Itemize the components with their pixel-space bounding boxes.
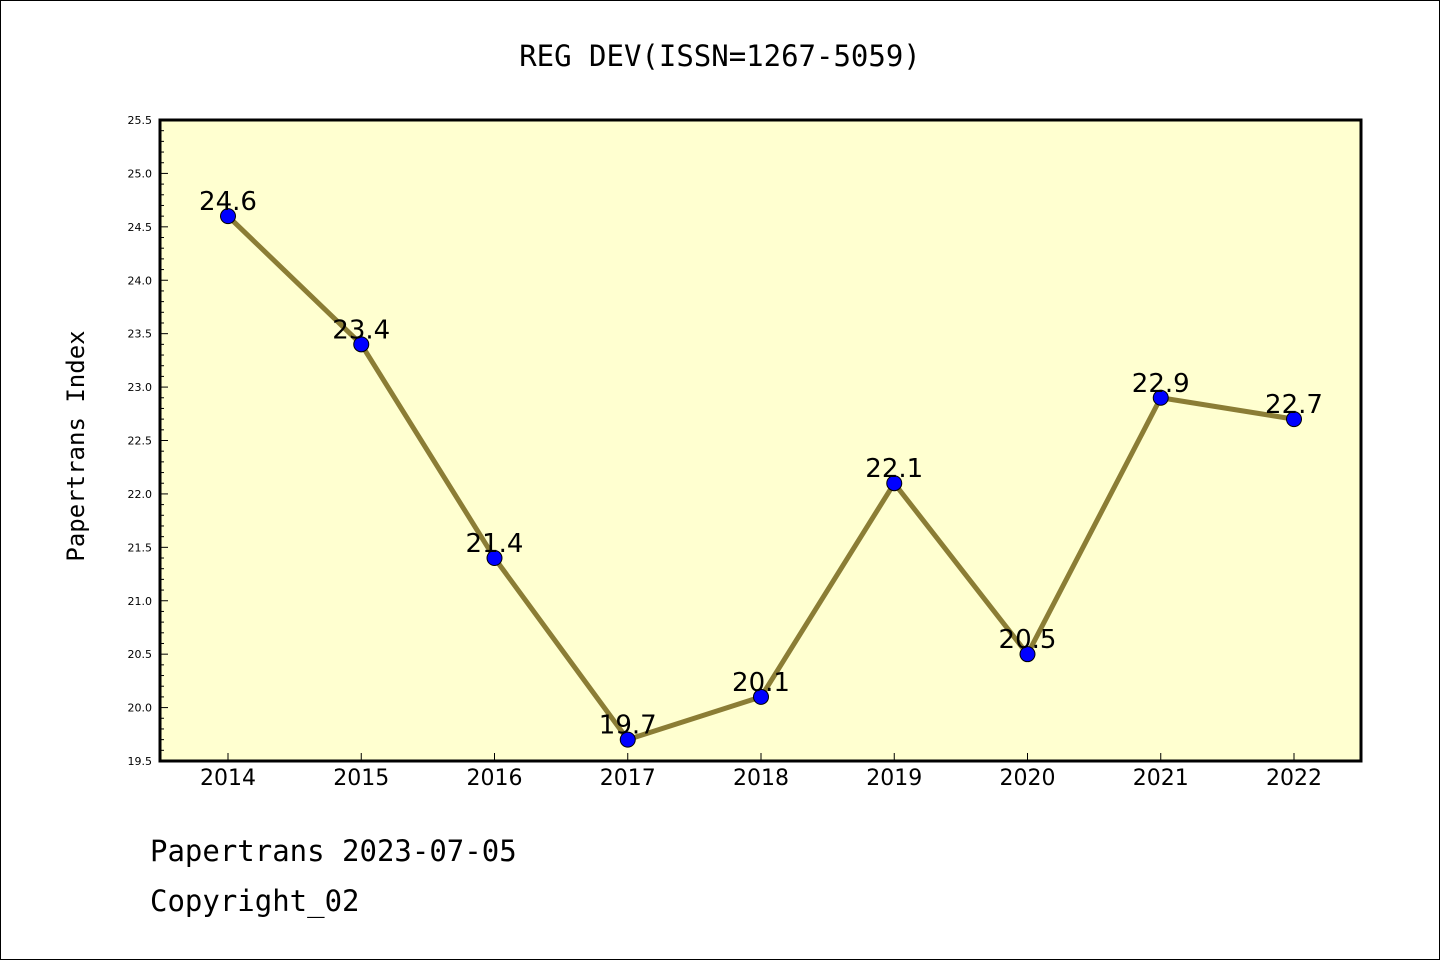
x-tick-label: 2015 <box>333 766 389 791</box>
data-point <box>1286 411 1302 428</box>
y-tick-label: 21.0 <box>128 595 153 608</box>
data-point <box>486 550 503 567</box>
x-tick-label: 2019 <box>866 766 922 791</box>
x-tick-label: 2016 <box>467 766 523 791</box>
y-tick-label: 25.5 <box>128 114 153 127</box>
data-point <box>353 336 370 353</box>
y-axis-label: Papertrans Index <box>62 330 90 561</box>
x-tick-label: 2020 <box>1000 766 1056 791</box>
footer-date: Papertrans 2023-07-05 <box>150 834 517 868</box>
x-tick-label: 2022 <box>1266 766 1322 791</box>
y-tick-label: 21.5 <box>128 541 153 554</box>
data-point <box>1019 646 1036 663</box>
x-tick-label: 2018 <box>733 766 789 791</box>
data-point <box>220 208 236 225</box>
y-tick-label: 22.5 <box>128 435 153 448</box>
series-layer: 24.6 23.4 21.4 19.7 20.1 22.1 20.5 22.9 22.7 <box>199 187 1323 748</box>
data-label: 21.4 <box>466 529 524 559</box>
data-label: 23.4 <box>332 315 390 345</box>
x-axis: 2014 2015 2016 2017 2018 2019 2020 2021 2022 <box>200 753 1322 791</box>
y-tick-label: 20.0 <box>128 702 153 715</box>
data-label: 22.1 <box>865 454 923 484</box>
footer-copyright: Copyright_02 <box>150 884 360 918</box>
y-tick-label: 22.0 <box>128 488 153 501</box>
x-tick-label: 2021 <box>1133 766 1189 791</box>
data-point <box>1152 389 1169 406</box>
data-label: 19.7 <box>599 711 657 741</box>
y-axis: 19.5 20.0 20.5 21.0 21.5 22.0 22.5 23.0 23.5 24.0… <box>128 114 168 768</box>
y-tick-label: 23.5 <box>128 328 153 341</box>
plot-border <box>158 118 1363 763</box>
data-point <box>753 688 769 705</box>
data-point <box>619 731 636 748</box>
data-label: 20.5 <box>999 625 1057 655</box>
y-tick-label: 23.0 <box>128 381 153 394</box>
data-label: 24.6 <box>199 187 257 217</box>
y-tick-label: 19.5 <box>128 755 153 768</box>
data-label: 20.1 <box>732 668 790 698</box>
data-label: 22.9 <box>1132 369 1190 399</box>
x-tick-label: 2014 <box>200 766 256 791</box>
data-point <box>886 475 903 492</box>
y-tick-label: 24.0 <box>128 274 153 287</box>
chart-title: REG DEV(ISSN=1267-5059) <box>519 39 921 73</box>
x-tick-label: 2017 <box>600 766 656 791</box>
plot-area <box>160 120 1361 761</box>
y-tick-label: 20.5 <box>128 648 153 661</box>
y-tick-label: 25.0 <box>128 167 153 180</box>
data-label: 22.7 <box>1265 390 1323 420</box>
y-tick-label: 24.5 <box>128 221 153 234</box>
